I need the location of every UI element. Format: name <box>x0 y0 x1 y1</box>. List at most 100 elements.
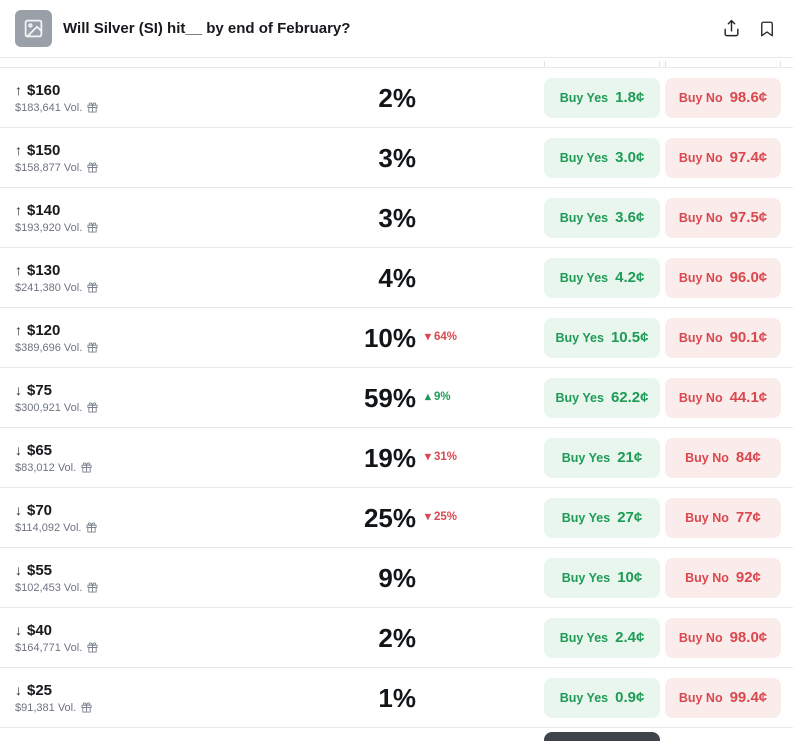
chance-percent: 10% <box>363 322 416 353</box>
chance-cell: 59% ▴ 9% <box>315 385 544 411</box>
buy-no-label: Buy No <box>678 90 723 105</box>
outcome-row: ↓ $55 $102,453 Vol. 9% <box>0 548 793 608</box>
outcome-info: ↑ $130 $241,380 Vol. <box>15 262 315 294</box>
buy-yes-label: Buy Yes <box>559 690 609 705</box>
share-button[interactable] <box>721 18 742 39</box>
buy-no-button[interactable]: Buy No 90.1¢ <box>665 317 781 358</box>
buy-no-price: 44.1¢ <box>729 389 768 406</box>
volume-label: $158,877 Vol. <box>15 161 83 174</box>
market-header: Will Silver (SI) hit__ by end of Februar… <box>0 0 793 58</box>
volume-label: $241,380 Vol. <box>15 281 83 294</box>
volume-label: $164,771 Vol. <box>15 641 83 654</box>
buy-yes-label: Buy Yes <box>559 210 609 225</box>
direction-arrow-icon: ↑ <box>15 142 22 158</box>
chance-cell: 25% ▾ 25% <box>315 505 544 531</box>
rewards-gift-icon[interactable] <box>81 702 92 713</box>
volume-line: $389,696 Vol. <box>15 342 315 354</box>
buy-no-button[interactable]: Buy No 96.0¢ <box>665 257 781 298</box>
buy-yes-button[interactable]: Buy Yes 10.5¢ <box>544 317 660 358</box>
chance-cell: 9% <box>315 565 544 591</box>
chance-change-indicator: ▴ 9% <box>425 390 451 403</box>
direction-arrow-icon: ↓ <box>15 682 22 698</box>
outcome-info: ↓ $55 $102,453 Vol. <box>15 562 315 594</box>
chance-percent: 25% <box>363 502 416 533</box>
buy-yes-button[interactable]: Buy Yes 21¢ <box>544 437 660 478</box>
chance-change-indicator: ▾ 25% <box>425 510 457 523</box>
buy-no-button[interactable]: Buy No 44.1¢ <box>665 377 781 418</box>
outcome-row: ↑ $150 $158,877 Vol. 3% <box>0 128 793 188</box>
rewards-gift-icon[interactable] <box>86 522 98 533</box>
buy-no-button[interactable]: Buy No 97.4¢ <box>665 137 781 178</box>
volume-label: $300,921 Vol. <box>15 401 83 414</box>
strike-price: $120 <box>27 321 61 339</box>
buy-yes-label: Buy Yes <box>559 150 609 165</box>
outcome-info: ↑ $150 $158,877 Vol. <box>15 142 315 174</box>
direction-arrow-icon: ↑ <box>15 202 22 218</box>
chance-percent: 3% <box>378 202 416 233</box>
buy-yes-button[interactable]: Buy Yes 10¢ <box>544 557 660 598</box>
bookmark-button[interactable] <box>757 19 777 39</box>
buy-yes-price: 62.2¢ <box>610 389 649 406</box>
buy-no-button[interactable]: Buy No 84¢ <box>665 437 781 478</box>
buy-no-label: Buy No <box>685 510 729 525</box>
chance-cell: 4% <box>315 265 544 291</box>
chance-percent: 4% <box>378 262 416 293</box>
buy-yes-label: Buy Yes <box>559 630 609 645</box>
scrolled-yes-button-fragment <box>544 61 660 67</box>
strike-line: ↑ $120 <box>15 322 315 339</box>
volume-label: $193,920 Vol. <box>15 221 83 234</box>
rewards-gift-icon[interactable] <box>87 282 98 293</box>
buy-yes-price: 27¢ <box>617 509 643 526</box>
strike-price: $55 <box>27 561 53 579</box>
rewards-gift-icon[interactable] <box>87 342 98 353</box>
buy-yes-price: 3.6¢ <box>615 209 645 226</box>
buy-no-button[interactable]: Buy No 98.0¢ <box>665 617 781 658</box>
outcome-row: ↑ $160 $183,641 Vol. 2% <box>0 68 793 128</box>
outcome-info: ↓ $25 $91,381 Vol. <box>15 682 315 714</box>
buy-yes-button[interactable]: Buy Yes 3.0¢ <box>544 137 660 178</box>
strike-price: $70 <box>27 501 53 519</box>
rewards-gift-icon[interactable] <box>81 462 92 473</box>
buy-yes-label: Buy Yes <box>555 330 604 345</box>
rewards-gift-icon[interactable] <box>87 102 98 113</box>
rewards-gift-icon[interactable] <box>87 162 98 173</box>
buy-yes-button[interactable]: Buy Yes 0.9¢ <box>544 677 660 718</box>
volume-label: $114,092 Vol. <box>15 521 82 534</box>
buy-yes-price: 10¢ <box>617 569 643 586</box>
strike-price: $160 <box>27 81 61 99</box>
rewards-gift-icon[interactable] <box>87 582 98 593</box>
buy-yes-button[interactable]: Buy Yes 1.8¢ <box>544 77 660 118</box>
buy-yes-price: 3.0¢ <box>615 149 645 166</box>
buy-yes-label: Buy Yes <box>561 510 611 525</box>
buy-yes-price: 1.8¢ <box>615 89 645 106</box>
chance-cell: 2% <box>315 625 544 651</box>
buy-yes-button[interactable]: Buy Yes 62.2¢ <box>544 377 660 418</box>
buy-yes-button[interactable]: Buy Yes 4.2¢ <box>544 257 660 298</box>
buy-no-button[interactable]: Buy No 97.5¢ <box>665 197 781 238</box>
volume-line: $183,641 Vol. <box>15 102 315 114</box>
volume-label: $83,012 Vol. <box>15 461 77 474</box>
outcome-info: ↓ $75 $300,921 Vol. <box>15 382 315 414</box>
rewards-gift-icon[interactable] <box>87 402 98 413</box>
market-title: Will Silver (SI) hit__ by end of Februar… <box>63 20 351 37</box>
rewards-gift-icon[interactable] <box>87 222 98 233</box>
buy-yes-button[interactable]: Buy Yes 2.4¢ <box>544 617 660 658</box>
outcome-info: ↓ $70 $114,092 Vol. <box>15 502 315 534</box>
outcome-info: ↑ $140 $193,920 Vol. <box>15 202 315 234</box>
share-icon <box>722 19 741 38</box>
buy-no-label: Buy No <box>678 630 723 645</box>
buy-no-button[interactable]: Buy No 77¢ <box>665 497 781 538</box>
buy-yes-button[interactable]: Buy Yes 27¢ <box>544 497 660 538</box>
buy-no-label: Buy No <box>678 150 723 165</box>
strike-price: $130 <box>27 261 61 279</box>
buy-no-button[interactable]: Buy No 99.4¢ <box>665 677 781 718</box>
chance-cell: 1% <box>315 685 544 711</box>
buy-no-button[interactable]: Buy No 92¢ <box>665 557 781 598</box>
chance-percent: 2% <box>378 82 416 113</box>
header-actions <box>721 18 777 39</box>
buy-yes-button[interactable]: Buy Yes 3.6¢ <box>544 197 660 238</box>
rewards-gift-icon[interactable] <box>87 642 98 653</box>
buy-no-button[interactable]: Buy No 98.6¢ <box>665 77 781 118</box>
buy-no-price: 97.4¢ <box>729 149 768 166</box>
strike-price: $75 <box>27 381 53 399</box>
